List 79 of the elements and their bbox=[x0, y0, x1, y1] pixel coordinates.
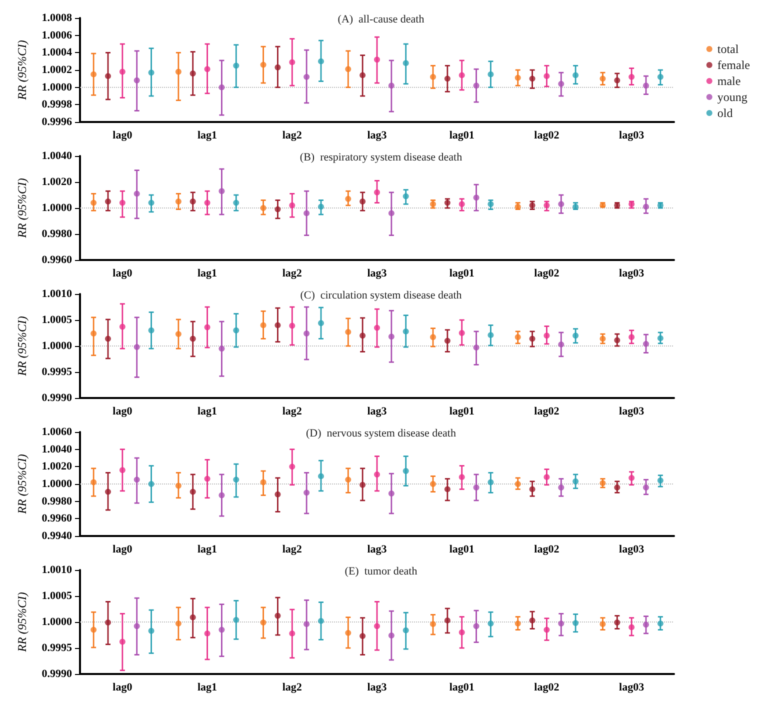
chart-title: (D) nervous system disease death bbox=[306, 428, 456, 440]
x-tick-label: lag1 bbox=[198, 406, 218, 418]
x-tick-label: lag01 bbox=[449, 130, 474, 142]
x-tick-label: lag03 bbox=[619, 682, 645, 694]
y-tick-label: 0.9960 bbox=[42, 512, 72, 525]
x-tick-label: lag01 bbox=[449, 682, 474, 694]
y-tick-label: 1.0000 bbox=[42, 340, 72, 352]
y-tick-label: 1.0002 bbox=[42, 64, 72, 76]
x-tick-label: lag2 bbox=[282, 682, 302, 694]
x-tick-label: lag2 bbox=[282, 406, 302, 418]
x-tick-label: lag0 bbox=[112, 682, 133, 694]
y-tick-label: 1.0000 bbox=[42, 81, 72, 94]
y-tick-label: 0.9995 bbox=[42, 642, 72, 654]
y-tick-label: 0.9990 bbox=[42, 668, 72, 680]
x-tick-label: lag1 bbox=[198, 130, 218, 142]
x-tick-label: lag01 bbox=[449, 406, 474, 418]
x-tick-label: lag03 bbox=[619, 544, 645, 556]
x-tick-label: lag0 bbox=[112, 268, 133, 280]
x-tick-label: lag02 bbox=[534, 130, 560, 142]
x-tick-label: lag0 bbox=[112, 130, 133, 142]
chart-title: (E) tumor death bbox=[344, 566, 418, 578]
x-tick-label: lag3 bbox=[367, 130, 388, 142]
x-tick-label: lag0 bbox=[112, 544, 133, 556]
y-tick-label: 0.9998 bbox=[42, 98, 72, 111]
y-tick-label: 1.0005 bbox=[42, 314, 72, 326]
x-tick-label: lag01 bbox=[449, 544, 474, 556]
y-tick-label: 1.0000 bbox=[42, 202, 72, 214]
x-tick-label: lag02 bbox=[534, 682, 560, 694]
y-axis-title: RR (95%CI) bbox=[15, 592, 29, 653]
legend-label: young bbox=[717, 90, 748, 104]
y-tick-label: 1.0020 bbox=[42, 176, 72, 188]
x-tick-label: lag03 bbox=[619, 406, 645, 418]
y-tick-label: 1.0040 bbox=[42, 443, 72, 456]
chart-title: (B) respiratory system disease death bbox=[300, 152, 463, 164]
legend-label: old bbox=[717, 106, 733, 120]
x-tick-label: lag1 bbox=[198, 544, 218, 556]
x-tick-label: lag0 bbox=[112, 406, 133, 418]
x-tick-label: lag1 bbox=[198, 268, 218, 280]
y-tick-label: 0.9980 bbox=[42, 495, 72, 508]
y-tick-label: 1.0008 bbox=[42, 12, 72, 24]
y-tick-label: 0.9990 bbox=[42, 392, 72, 404]
x-tick-label: lag3 bbox=[367, 268, 388, 280]
y-tick-label: 1.0006 bbox=[42, 29, 72, 42]
legend-label: total bbox=[717, 42, 740, 56]
chart-title: (A) all-cause death bbox=[338, 14, 425, 26]
y-tick-label: 0.9960 bbox=[42, 254, 72, 266]
y-tick-label: 1.0005 bbox=[42, 590, 72, 602]
y-axis-title: RR (95%CI) bbox=[15, 40, 29, 101]
x-tick-label: lag01 bbox=[449, 268, 474, 280]
y-tick-label: 0.9995 bbox=[42, 366, 72, 378]
x-tick-label: lag1 bbox=[198, 682, 218, 694]
y-axis-title: RR (95%CI) bbox=[15, 178, 29, 239]
y-tick-label: 1.0010 bbox=[42, 288, 72, 300]
x-tick-label: lag2 bbox=[282, 130, 302, 142]
y-tick-label: 1.0010 bbox=[42, 564, 72, 576]
y-tick-label: 1.0020 bbox=[42, 460, 72, 473]
x-tick-label: lag02 bbox=[534, 406, 560, 418]
x-tick-label: lag02 bbox=[534, 268, 560, 280]
x-tick-label: lag02 bbox=[534, 544, 560, 556]
x-tick-label: lag3 bbox=[367, 406, 388, 418]
y-tick-label: 0.9996 bbox=[42, 116, 72, 128]
x-tick-label: lag03 bbox=[619, 130, 645, 142]
x-tick-label: lag2 bbox=[282, 544, 302, 556]
y-tick-label: 1.0040 bbox=[42, 150, 72, 162]
y-axis-title: RR (95%CI) bbox=[15, 454, 29, 515]
x-tick-label: lag2 bbox=[282, 268, 302, 280]
y-tick-label: 1.0000 bbox=[42, 616, 72, 628]
x-tick-label: lag3 bbox=[367, 544, 388, 556]
y-tick-label: 1.0004 bbox=[42, 46, 72, 59]
x-tick-label: lag03 bbox=[619, 268, 645, 280]
x-tick-label: lag3 bbox=[367, 682, 388, 694]
legend-label: female bbox=[717, 58, 750, 72]
y-axis-title: RR (95%CI) bbox=[15, 316, 29, 377]
legend-label: male bbox=[717, 74, 741, 88]
y-tick-label: 1.0000 bbox=[42, 478, 72, 490]
y-tick-label: 1.0060 bbox=[42, 426, 72, 438]
y-tick-label: 0.9940 bbox=[42, 530, 72, 542]
y-tick-label: 0.9980 bbox=[42, 228, 72, 240]
chart-title: (C) circulation system disease death bbox=[300, 290, 462, 302]
